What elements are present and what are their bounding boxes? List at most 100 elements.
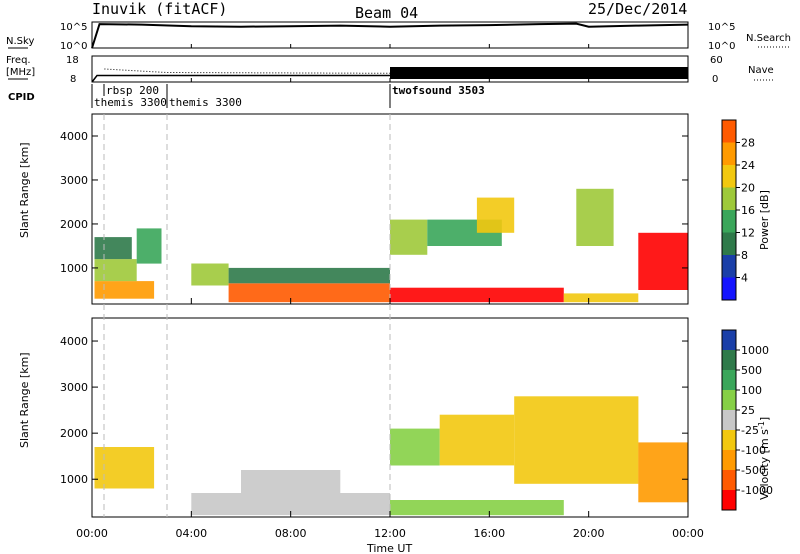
power-colorbar-swatch xyxy=(722,187,736,211)
power-cell xyxy=(136,228,162,264)
power-ytick-label: 2000 xyxy=(60,218,88,231)
power-cell xyxy=(638,232,688,290)
velocity-colorbar-swatch xyxy=(722,350,736,371)
cpid-panel: CPID rbsp 200 themis 3300 themis 3300 tw… xyxy=(8,84,485,109)
nsky-series-line xyxy=(91,22,689,49)
velocity-cell xyxy=(514,396,639,484)
velocity-colorbar-swatch xyxy=(722,330,736,351)
velocity-colorbar-swatch xyxy=(722,430,736,451)
power-colorbar-swatch xyxy=(722,255,736,278)
x-tick-label: 16:00 xyxy=(473,527,505,540)
power-ytick-label: 1000 xyxy=(60,262,88,275)
freq-tick-bottom: 8 xyxy=(70,74,76,85)
velocity-colorbar-swatch xyxy=(722,410,736,431)
freq-tick-top: 18 xyxy=(66,55,79,66)
x-tick-label: 00:00 xyxy=(672,527,704,540)
velocity-colorbar-tick-label: 100 xyxy=(741,384,762,397)
x-tick-label: 12:00 xyxy=(374,527,406,540)
cpid-label: CPID xyxy=(8,92,35,103)
date-title: 25/Dec/2014 xyxy=(588,0,687,18)
freq-unit-label: [MHz] xyxy=(6,67,35,78)
power-colorbar-swatch xyxy=(722,210,736,233)
nsearch-label: N.Search xyxy=(746,33,791,44)
velocity-colorbar-label-main: Velocity [m s xyxy=(758,429,771,500)
x-tick-label: 08:00 xyxy=(275,527,307,540)
power-colorbar-tick-label: 4 xyxy=(741,272,748,285)
velocity-colorbar-label-sup: -1 xyxy=(757,421,766,429)
velocity-colorbar-swatch xyxy=(722,370,736,391)
nave-dense-block xyxy=(390,67,688,79)
velocity-colorbar-tick-label: -1000 xyxy=(741,484,773,497)
power-cell xyxy=(390,219,428,255)
nsky-tick-top: 10^5 xyxy=(60,22,87,33)
power-cell xyxy=(228,267,390,284)
velocity-colorbar-label: Velocity [m s-1] xyxy=(757,417,771,500)
velocity-colorbar-tick-label: 500 xyxy=(741,364,762,377)
power-cell xyxy=(94,237,132,260)
nsky-panel: N.Sky 10^5 10^0 10^5 10^0 N.Search xyxy=(6,21,791,52)
power-colorbar: 28 24 20 16 12 8 4 xyxy=(721,119,755,301)
power-colorbar-tick-label: 28 xyxy=(741,137,755,150)
power-cell xyxy=(476,197,515,233)
velocity-colorbar-frame xyxy=(721,329,737,511)
velocity-colorbar-tick-label: -25 xyxy=(741,424,759,437)
power-ytick-label: 3000 xyxy=(60,174,88,187)
cpid-entry-themis-b: themis 3300 xyxy=(169,96,242,109)
power-colorbar-swatch xyxy=(722,142,736,166)
power-cell xyxy=(94,281,155,299)
velocity-colorbar-tick-label: -100 xyxy=(741,444,766,457)
x-tick-label: 00:00 xyxy=(76,527,108,540)
velocity-panel: Slant Range [km] 1000 2000 3000 4000 xyxy=(18,317,689,518)
power-ytick-label: 4000 xyxy=(60,130,88,143)
velocity-colorbar-swatch xyxy=(722,450,736,471)
velocity-colorbar-swatch xyxy=(722,490,736,511)
velocity-cell xyxy=(390,428,440,466)
velocity-colorbar-tick-label: -500 xyxy=(741,464,766,477)
velocity-cell xyxy=(439,414,515,466)
velocity-ytick-label: 4000 xyxy=(60,335,88,348)
velocity-ytick-label: 3000 xyxy=(60,381,88,394)
velocity-yticks: 1000 2000 3000 4000 xyxy=(60,335,688,486)
nave-tick-bottom: 0 xyxy=(712,74,718,85)
velocity-colorbar-swatch xyxy=(722,470,736,491)
nsearch-tick-bottom: 10^0 xyxy=(708,41,735,52)
velocity-ylabel: Slant Range [km] xyxy=(18,352,31,448)
power-yticks: 1000 2000 3000 4000 xyxy=(60,130,688,275)
power-colorbar-tick-label: 8 xyxy=(741,249,748,262)
power-colorbar-swatch xyxy=(722,165,736,188)
velocity-cell xyxy=(638,442,688,503)
power-colorbar-swatch xyxy=(722,120,736,143)
x-axis-label: Time UT xyxy=(366,542,412,554)
velocity-cell xyxy=(191,493,390,516)
power-cell xyxy=(228,283,390,303)
power-colorbar-tick-label: 16 xyxy=(741,204,755,217)
power-colorbar-tick-label: 20 xyxy=(741,182,755,195)
power-colorbar-tick-label: 24 xyxy=(741,159,755,172)
velocity-ytick-label: 2000 xyxy=(60,427,88,440)
station-title: Inuvik (fitACF) xyxy=(92,0,227,18)
velocity-colorbar-label-end: ] xyxy=(758,417,771,421)
velocity-colorbar-tick-label: 1000 xyxy=(741,344,769,357)
nsearch-tick-top: 10^5 xyxy=(708,22,735,33)
freq-panel: Freq. [MHz] 18 8 60 0 Nave xyxy=(6,55,775,85)
x-axis: 00:00 04:00 08:00 12:00 16:00 20:00 00:00 xyxy=(76,44,704,540)
nsky-tick-bottom: 10^0 xyxy=(60,41,87,52)
nsky-label: N.Sky xyxy=(6,36,34,47)
velocity-ytick-label: 1000 xyxy=(60,473,88,486)
power-cell xyxy=(191,263,229,286)
power-colorbar-tick-label: 12 xyxy=(741,227,755,240)
power-colorbar-swatch xyxy=(722,277,736,301)
cpid-entry-rbsp: rbsp 200 xyxy=(106,84,159,97)
freq-label: Freq. xyxy=(6,55,31,66)
velocity-colorbar-swatch xyxy=(722,390,736,411)
power-cell xyxy=(390,287,564,303)
power-panel: Slant Range [km] 1000 2000 3000 4000 xyxy=(18,113,689,305)
power-colorbar-label: Power [dB] xyxy=(758,190,771,250)
cpid-change-markers xyxy=(103,114,391,517)
power-cell xyxy=(94,259,137,282)
velocity-colorbar: 1000 500 100 25 -25 -100 -500 -1000 xyxy=(721,329,773,511)
power-cells xyxy=(94,188,688,303)
power-cell xyxy=(563,293,639,303)
velocity-colorbar-tick-label: 25 xyxy=(741,404,755,417)
cpid-entry-themis-a: themis 3300 xyxy=(94,96,167,109)
